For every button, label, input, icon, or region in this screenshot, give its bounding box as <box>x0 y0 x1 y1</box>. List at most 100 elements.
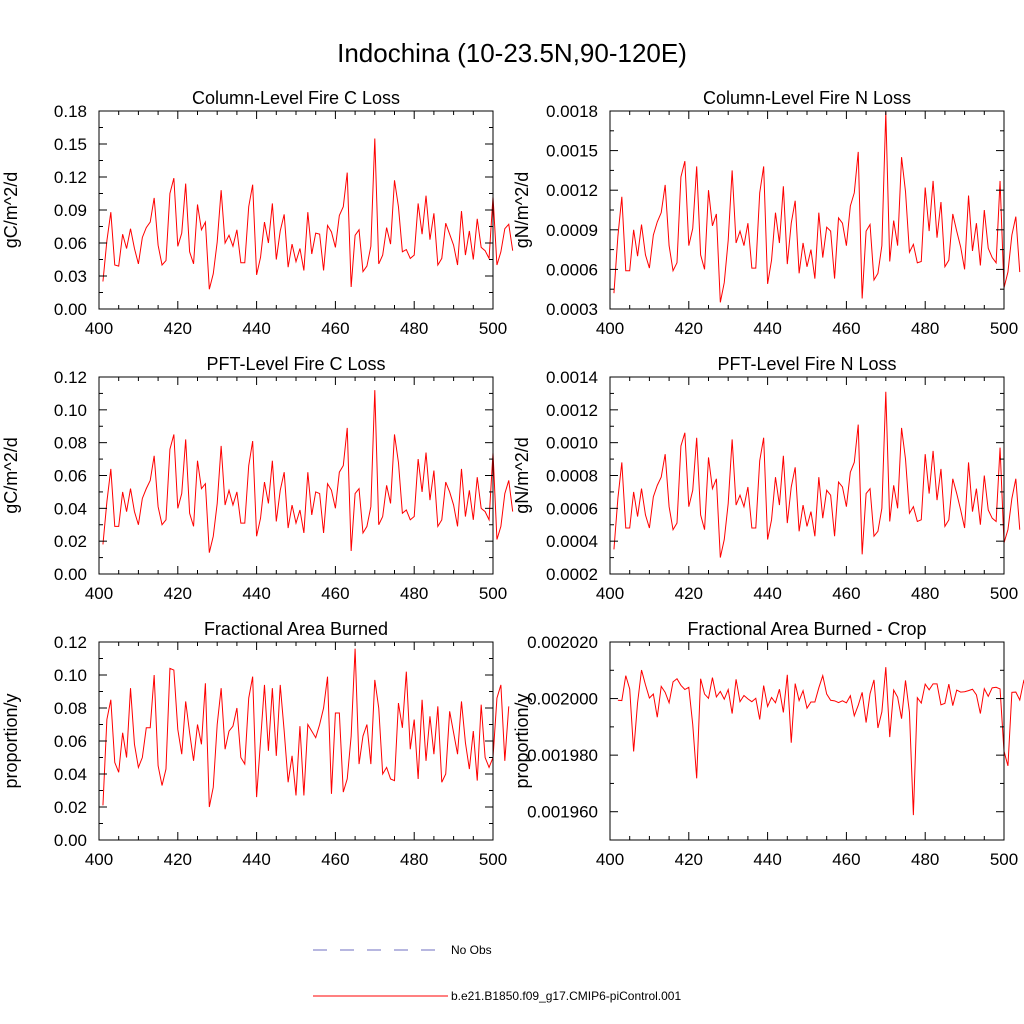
y-tick-label: 0.06 <box>54 234 87 253</box>
x-tick-label: 420 <box>164 584 192 603</box>
x-tick-label: 440 <box>753 319 781 338</box>
x-tick-label: 480 <box>911 319 939 338</box>
series-line <box>102 648 510 808</box>
y-axis-label: gN/m^2/d <box>512 172 532 248</box>
x-tick-label: 440 <box>753 584 781 603</box>
x-tick-label: 400 <box>596 850 624 869</box>
y-axis-label: gN/m^2/d <box>512 437 532 513</box>
chart-panel-4: PFT-Level Fire N Loss gN/m^2/d 400 420 440 46… <box>512 354 1021 603</box>
y-tick-label: 0.00 <box>54 565 87 584</box>
x-tick-label: 460 <box>321 319 349 338</box>
y-tick-label: 0.0015 <box>546 142 598 161</box>
y-tick-label: 0.12 <box>54 168 87 187</box>
y-tick-label: 0.001960 <box>527 803 598 822</box>
y-tick-label: 0.0004 <box>546 532 598 551</box>
y-tick-label: 0.09 <box>54 201 87 220</box>
panel-title: Column-Level Fire C Loss <box>192 88 400 108</box>
y-tick-label: 0.04 <box>54 765 87 784</box>
y-tick-label: 0.04 <box>54 499 87 518</box>
x-tick-label: 460 <box>832 584 860 603</box>
y-tick-label: 0.002020 <box>527 633 598 652</box>
y-tick-label: 0.18 <box>54 102 87 121</box>
y-tick-label: 0.0006 <box>546 260 598 279</box>
y-axis-label: gC/m^2/d <box>1 437 21 513</box>
x-tick-label: 440 <box>753 850 781 869</box>
y-tick-label: 0.00 <box>54 300 87 319</box>
x-tick-label: 420 <box>164 319 192 338</box>
chart-panel-6: Fractional Area Burned - Crop proportion/… <box>512 619 1024 869</box>
series-line <box>613 391 1021 558</box>
y-tick-label: 0.06 <box>54 467 87 486</box>
y-tick-label: 0.00 <box>54 831 87 850</box>
x-tick-label: 440 <box>242 850 270 869</box>
chart-panel-2: Column-Level Fire N Loss gN/m^2/d 400 420 44… <box>512 88 1021 338</box>
x-tick-label: 500 <box>990 850 1018 869</box>
x-tick-label: 500 <box>479 584 507 603</box>
x-tick-label: 400 <box>85 850 113 869</box>
x-tick-label: 460 <box>832 319 860 338</box>
x-tick-label: 440 <box>242 584 270 603</box>
x-tick-label: 400 <box>596 319 624 338</box>
y-tick-label: 0.0012 <box>546 181 598 200</box>
x-tick-label: 480 <box>400 850 428 869</box>
chart-panels: Column-Level Fire C Loss gC/m^2/d 400 420 44… <box>1 88 1024 869</box>
y-tick-label: 0.15 <box>54 135 87 154</box>
chart-panel-3: PFT-Level Fire C Loss gC/m^2/d 400 420 440 46… <box>1 354 514 603</box>
y-tick-label: 0.0006 <box>546 499 598 518</box>
x-tick-label: 500 <box>479 319 507 338</box>
legend: No Obs b.e21.B1850.f09_g17.CMIP6-piContr… <box>313 943 681 1003</box>
figure-title: Indochina (10-23.5N,90-120E) <box>337 38 687 68</box>
y-tick-label: 0.0010 <box>546 434 598 453</box>
x-tick-label: 480 <box>911 584 939 603</box>
y-tick-label: 0.12 <box>54 368 87 387</box>
x-tick-label: 480 <box>400 584 428 603</box>
panel-title: Fractional Area Burned - Crop <box>687 619 926 639</box>
y-tick-label: 0.0003 <box>546 300 598 319</box>
panel-title: PFT-Level Fire N Loss <box>717 354 896 374</box>
y-tick-label: 0.0009 <box>546 221 598 240</box>
legend-label-model: b.e21.B1850.f09_g17.CMIP6-piControl.001 <box>451 989 681 1003</box>
legend-label-no-obs: No Obs <box>451 943 492 957</box>
y-tick-label: 0.12 <box>54 633 87 652</box>
x-tick-label: 460 <box>321 584 349 603</box>
x-tick-label: 420 <box>675 850 703 869</box>
x-tick-label: 480 <box>400 319 428 338</box>
y-tick-label: 0.10 <box>54 401 87 420</box>
x-tick-label: 420 <box>675 584 703 603</box>
y-axis-label: proportion/y <box>1 693 21 788</box>
x-tick-label: 480 <box>911 850 939 869</box>
series-line <box>102 138 514 290</box>
x-tick-label: 400 <box>85 319 113 338</box>
y-tick-label: 0.02 <box>54 532 87 551</box>
y-tick-label: 0.0008 <box>546 467 598 486</box>
x-tick-label: 500 <box>990 319 1018 338</box>
y-tick-label: 0.0014 <box>546 368 598 387</box>
y-tick-label: 0.03 <box>54 267 87 286</box>
series-line <box>617 667 1024 816</box>
x-tick-label: 440 <box>242 319 270 338</box>
y-tick-label: 0.08 <box>54 434 87 453</box>
x-tick-label: 500 <box>479 850 507 869</box>
chart-panel-5: Fractional Area Burned proportion/y 400 420… <box>1 619 510 869</box>
x-tick-label: 460 <box>832 850 860 869</box>
x-tick-label: 420 <box>675 319 703 338</box>
y-tick-label: 0.02 <box>54 798 87 817</box>
y-tick-label: 0.002000 <box>527 690 598 709</box>
y-tick-label: 0.06 <box>54 732 87 751</box>
x-tick-label: 420 <box>164 850 192 869</box>
y-axis-label: proportion/y <box>512 693 532 788</box>
panel-title: Fractional Area Burned <box>204 619 388 639</box>
y-tick-label: 0.001980 <box>527 746 598 765</box>
panel-title: Column-Level Fire N Loss <box>703 88 911 108</box>
x-tick-label: 460 <box>321 850 349 869</box>
x-tick-label: 400 <box>596 584 624 603</box>
y-tick-label: 0.0002 <box>546 565 598 584</box>
x-tick-label: 500 <box>990 584 1018 603</box>
y-tick-label: 0.10 <box>54 666 87 685</box>
y-tick-label: 0.08 <box>54 699 87 718</box>
chart-panel-1: Column-Level Fire C Loss gC/m^2/d 400 420 44… <box>1 88 514 338</box>
y-axis-label: gC/m^2/d <box>1 172 21 248</box>
y-tick-label: 0.0018 <box>546 102 598 121</box>
